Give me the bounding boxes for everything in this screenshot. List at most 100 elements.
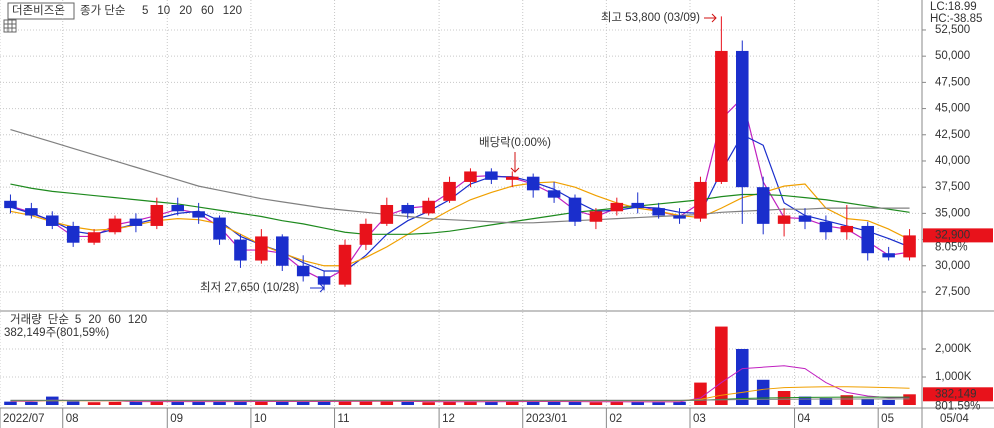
volume-box <box>923 387 993 402</box>
volume-bar <box>234 401 247 405</box>
y-tick-label: 30,000 <box>935 260 970 272</box>
candle-body <box>192 211 205 218</box>
last-date: 05/04 <box>940 413 969 425</box>
x-tick-label: 05 <box>881 413 894 425</box>
volume-bar <box>861 399 874 405</box>
y-tick-label: 40,000 <box>935 155 970 167</box>
candle-body <box>87 232 101 243</box>
event-annotation: 배당락(0.00%) <box>479 136 551 149</box>
candle-body <box>380 204 394 224</box>
candle-body <box>66 225 80 243</box>
candle-body <box>589 211 603 222</box>
volume-bar <box>380 401 394 405</box>
volume-bar <box>715 326 728 405</box>
candle-body <box>234 239 247 261</box>
x-tick-label: 12 <box>442 413 455 425</box>
volume-bar <box>4 401 17 405</box>
volume-bar <box>25 401 38 405</box>
volume-bar <box>150 401 164 405</box>
volume-bar <box>443 401 456 405</box>
stock-name: 더존비즈온 <box>12 4 65 17</box>
volume-bar <box>276 401 289 405</box>
candle-body <box>213 217 226 240</box>
legend-entry: 20 <box>179 5 192 17</box>
volume-bar <box>882 399 895 405</box>
y-tick-label: 47,500 <box>935 76 970 88</box>
candle-body <box>338 244 352 285</box>
candle-body <box>255 236 268 261</box>
volume-bar <box>736 348 749 405</box>
volume-bar <box>526 401 540 405</box>
volume-bar <box>66 401 80 405</box>
candle-body <box>547 190 561 198</box>
candle-body <box>526 176 540 191</box>
settings-icon-grid <box>4 20 16 32</box>
volume-bar <box>485 401 498 405</box>
volume-bar <box>108 401 122 405</box>
x-tick-label: 08 <box>66 413 79 425</box>
candle-body <box>46 215 59 226</box>
candle-body <box>401 204 414 214</box>
candle-body <box>882 253 895 258</box>
candle-body <box>108 218 122 233</box>
candle-body <box>903 235 916 258</box>
candle-body <box>568 197 582 222</box>
candle-body <box>359 223 373 245</box>
price-change: 8.05% <box>935 241 968 253</box>
volume-bar <box>756 379 770 405</box>
candle-body <box>694 181 707 219</box>
x-tick-label: 2023/01 <box>526 413 568 425</box>
candle-body <box>422 200 435 214</box>
legend-entry: 10 <box>157 5 170 17</box>
volume-bar <box>840 395 854 405</box>
candle-body <box>485 171 498 180</box>
settings-icon[interactable] <box>3 19 17 33</box>
legend-entry: 5 <box>142 5 148 17</box>
volume-bar <box>213 401 226 405</box>
arrow <box>310 283 325 293</box>
price-box <box>923 228 993 243</box>
legend-entry: 20 <box>88 314 101 326</box>
high-annotation: 최고 53,800 (03/09) <box>601 11 700 24</box>
volume-bar <box>589 402 603 405</box>
volume-bar <box>464 401 477 405</box>
candle-body <box>276 236 289 266</box>
volume-bar <box>129 401 143 405</box>
name-box <box>7 2 75 20</box>
y-tick-label: 52,500 <box>935 24 970 36</box>
candle-body <box>631 202 644 209</box>
candle-body <box>610 202 624 212</box>
volume-summary: 382,149주(801,59%) <box>4 327 109 339</box>
volume-bar <box>296 401 310 405</box>
candle-body <box>652 208 665 216</box>
volume-bar <box>568 401 582 405</box>
candle-body <box>150 204 164 226</box>
candle-body <box>861 225 874 254</box>
arrow <box>704 13 717 23</box>
y-tick-label: 37,500 <box>935 181 970 193</box>
volume-bar <box>547 401 561 405</box>
volume-bar <box>798 396 812 405</box>
volume-bar <box>422 402 435 405</box>
volume-bar <box>317 401 331 405</box>
candle-body <box>25 208 38 216</box>
ma-line <box>10 398 910 401</box>
candle-body <box>317 276 331 285</box>
x-tick-label: 2022/07 <box>3 413 45 425</box>
candle-body <box>673 215 686 219</box>
y-tick-label: 42,500 <box>935 129 970 141</box>
volume-bar <box>673 401 686 405</box>
volume-bar <box>506 401 519 405</box>
legend-label: 종가 단순 <box>80 4 126 17</box>
candle-body <box>798 215 812 222</box>
hc-label: HC:-38.85 <box>930 13 982 25</box>
y-tick-label: 1,000K <box>935 371 972 383</box>
candle-body <box>464 171 477 182</box>
candle-body <box>506 176 519 180</box>
legend-label: 단순 <box>48 313 69 326</box>
volume-bar <box>359 401 373 405</box>
volume-bar <box>631 401 644 405</box>
legend-label: 거래량 <box>10 313 42 326</box>
